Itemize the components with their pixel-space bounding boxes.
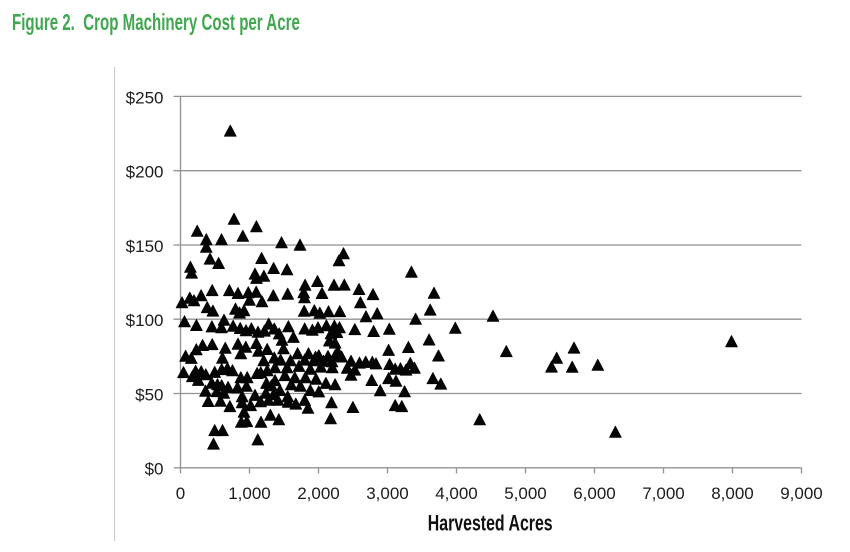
svg-text:$0: $0 [145,460,164,479]
svg-text:$50: $50 [135,385,163,404]
svg-text:8,000: 8,000 [711,484,754,503]
svg-text:$200: $200 [126,163,164,182]
svg-text:4,000: 4,000 [435,484,478,503]
svg-text:9,000: 9,000 [780,484,823,503]
svg-text:Harvested Acres: Harvested Acres [428,512,553,536]
svg-text:$150: $150 [126,237,164,256]
svg-text:2,000: 2,000 [297,484,340,503]
svg-text:6,000: 6,000 [573,484,616,503]
svg-text:1,000: 1,000 [228,484,271,503]
svg-text:$100: $100 [126,311,164,330]
svg-text:3,000: 3,000 [366,484,409,503]
svg-text:0: 0 [176,484,185,503]
svg-text:$250: $250 [126,88,164,107]
svg-text:7,000: 7,000 [642,484,685,503]
svg-text:5,000: 5,000 [504,484,547,503]
